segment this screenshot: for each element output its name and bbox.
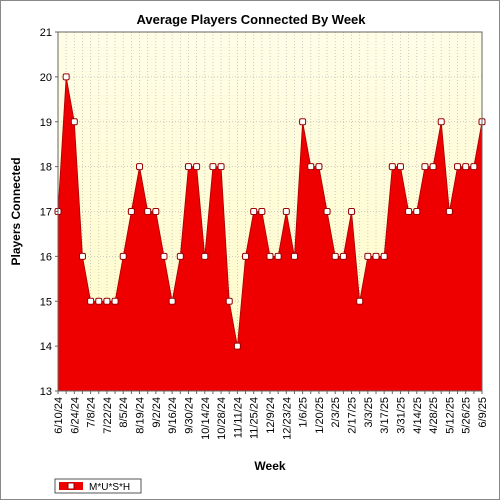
- x-tick-label: 6/9/25: [477, 397, 489, 428]
- x-tick-label: 3/17/25: [379, 397, 391, 434]
- data-point: [111, 297, 119, 305]
- data-point: [364, 252, 372, 260]
- data-point: [201, 252, 209, 260]
- x-tick-label: 4/14/25: [412, 397, 424, 434]
- y-tick-label: 21: [40, 27, 52, 39]
- x-tick-label: 11/25/24: [249, 397, 261, 439]
- data-point: [119, 252, 127, 260]
- data-point: [290, 252, 298, 260]
- series-markers: [54, 73, 486, 350]
- data-point: [331, 252, 339, 260]
- data-point: [462, 163, 470, 171]
- x-tick-label: 8/5/24: [118, 397, 130, 428]
- data-point: [70, 118, 78, 126]
- data-point: [103, 297, 111, 305]
- data-point: [266, 252, 274, 260]
- data-point: [356, 297, 364, 305]
- y-tick-label: 16: [40, 251, 52, 263]
- x-axis-ticks: 6/10/24 6/24/24 7/8/24 7/22/24 8/5/24 8/19/24…: [53, 391, 489, 440]
- x-tick-label: 5/26/25: [461, 397, 473, 434]
- x-tick-label: 10/14/24: [200, 397, 212, 440]
- y-tick-label: 14: [40, 341, 52, 353]
- x-tick-label: 11/11/24: [232, 397, 244, 438]
- data-point: [307, 163, 315, 171]
- y-axis-ticks: 13 14 15 16 17 18 19 20 21: [40, 27, 58, 398]
- y-tick-label: 20: [40, 72, 52, 84]
- x-tick-label: 9/30/24: [183, 397, 195, 434]
- data-point: [127, 208, 135, 215]
- x-tick-label: 2/17/25: [347, 397, 359, 434]
- x-tick-label: 7/22/24: [102, 397, 114, 434]
- data-point: [209, 163, 217, 171]
- y-axis-label: Players Connected: [9, 157, 23, 265]
- x-tick-label: 3/3/25: [363, 397, 375, 428]
- data-point: [217, 163, 225, 171]
- data-point: [323, 208, 331, 215]
- data-point: [372, 252, 380, 260]
- data-point: [380, 252, 388, 260]
- data-point: [152, 208, 160, 215]
- data-point: [160, 252, 168, 260]
- data-point: [454, 163, 462, 171]
- data-point: [250, 208, 258, 215]
- data-point: [445, 208, 453, 215]
- x-tick-label: 12/9/24: [265, 397, 277, 434]
- data-point: [184, 163, 192, 171]
- x-tick-label: 6/24/24: [69, 397, 81, 434]
- series-area-mush: [57, 76, 483, 392]
- data-point: [437, 118, 445, 126]
- x-tick-label: 4/28/25: [428, 397, 440, 434]
- data-point: [396, 163, 404, 171]
- x-tick-label: 8/19/24: [135, 397, 147, 434]
- x-tick-label: 1/6/25: [298, 397, 310, 428]
- y-tick-label: 13: [40, 386, 52, 398]
- data-point: [233, 342, 241, 350]
- legend: M*U*S*H: [54, 478, 142, 494]
- data-point: [413, 208, 421, 215]
- data-point: [176, 252, 184, 260]
- chart-title: Average Players Connected By Week: [136, 12, 366, 27]
- x-tick-label: 6/10/24: [53, 397, 65, 434]
- y-tick-label: 19: [40, 117, 52, 129]
- data-point: [193, 163, 201, 171]
- data-point: [299, 118, 307, 126]
- data-point: [429, 163, 437, 171]
- x-tick-label: 1/20/25: [314, 397, 326, 434]
- data-point: [225, 297, 233, 305]
- data-point: [168, 297, 176, 305]
- data-point: [315, 163, 323, 171]
- data-point: [144, 208, 152, 215]
- legend-label-mush: M*U*S*H: [89, 482, 130, 493]
- data-point: [95, 297, 103, 305]
- data-point: [242, 252, 250, 260]
- data-point: [78, 252, 86, 260]
- legend-marker-mush: [67, 482, 75, 490]
- data-point: [339, 252, 347, 260]
- x-tick-label: 9/2/24: [151, 397, 163, 428]
- data-point: [421, 163, 429, 171]
- data-point: [87, 297, 95, 305]
- data-point: [388, 163, 396, 171]
- data-point: [405, 208, 413, 215]
- x-tick-label: 7/8/24: [86, 397, 98, 428]
- data-point: [274, 252, 282, 260]
- x-tick-label: 10/28/24: [216, 397, 228, 440]
- y-tick-label: 15: [40, 296, 52, 308]
- x-tick-label: 9/16/24: [167, 397, 179, 434]
- x-tick-label: 3/31/25: [395, 397, 407, 434]
- data-point: [470, 163, 478, 171]
- x-tick-label: 2/3/25: [330, 397, 342, 428]
- x-axis-label: Week: [254, 459, 285, 473]
- y-tick-label: 18: [40, 162, 52, 174]
- x-tick-label: 5/12/25: [444, 397, 456, 434]
- data-point: [62, 73, 70, 81]
- data-point: [136, 163, 144, 171]
- data-point: [258, 208, 266, 215]
- y-tick-label: 17: [40, 207, 52, 219]
- data-point: [348, 208, 356, 215]
- data-point: [282, 208, 290, 215]
- x-tick-label: 12/23/24: [281, 397, 293, 440]
